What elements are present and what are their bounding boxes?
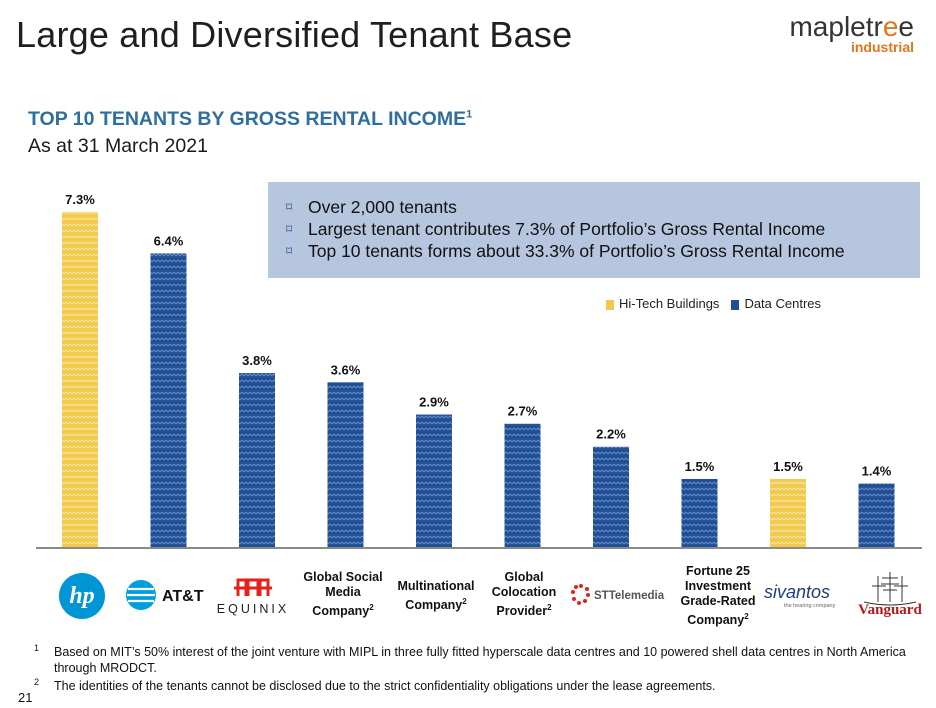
bar-2 <box>150 253 187 548</box>
category-label-fortune: Fortune 25 Investment Grade-Rated Compan… <box>680 564 756 628</box>
svg-text:sivantos: sivantos <box>764 582 830 602</box>
footnote-1: 1 Based on MIT’s 50% interest of the join… <box>34 643 906 675</box>
callout-item: ⌑ Largest tenant contributes 7.3% of Port… <box>286 219 826 239</box>
category-label-multinational: Multinational Company2 <box>397 579 475 613</box>
bullet-icon: ⌑ <box>286 244 293 258</box>
svg-text:AT&T: AT&T <box>162 588 204 605</box>
svg-text:the hearing company: the hearing company <box>784 603 836 609</box>
chart-legend: Hi-Tech Buildings Data Centres <box>606 296 821 311</box>
legend-item-datacentre: Data Centres <box>731 296 821 311</box>
vanguard-logo: Vanguard <box>858 572 922 618</box>
footnote-2: 2 The identities of the tenants cannot be… <box>34 677 716 693</box>
svg-text:Vanguard: Vanguard <box>858 602 922 618</box>
bullet-icon: ⌑ <box>286 200 293 214</box>
bar-8 <box>681 478 718 548</box>
bar-value-label: 2.2% <box>596 427 626 442</box>
bar-value-label: 1.4% <box>862 464 892 479</box>
sivantos-logo: sivantos the hearing company <box>764 582 836 609</box>
key-points-callout: ⌑ Over 2,000 tenants ⌑ Largest tenant cont… <box>268 182 920 278</box>
bar-value-label: 2.7% <box>508 404 538 419</box>
svg-text:EQUINIX: EQUINIX <box>217 602 289 616</box>
as-at-date: As at 31 March 2021 <box>28 135 208 157</box>
bar-value-label: 3.6% <box>331 362 361 377</box>
brand-name: mapletree <box>789 11 914 42</box>
callout-item: ⌑ Top 10 tenants forms about 33.3% of Por… <box>286 241 845 261</box>
svg-text:hp: hp <box>69 583 94 609</box>
brand-logo: mapletree industrial <box>789 11 914 55</box>
bar-3 <box>239 373 275 548</box>
bar-value-label: 7.3% <box>65 192 95 207</box>
brand-sub: industrial <box>850 39 914 55</box>
sttelemedia-logo: STTelemedia <box>571 584 665 605</box>
bar-6 <box>504 423 541 548</box>
svg-text:STTelemedia: STTelemedia <box>594 590 665 602</box>
bar-7 <box>593 446 629 548</box>
hp-logo: hp <box>59 573 105 619</box>
bar-5 <box>416 414 452 548</box>
bar-value-label: 3.8% <box>242 353 272 368</box>
page-title: Large and Diversified Tenant Base <box>16 14 573 55</box>
callout-item: ⌑ Over 2,000 tenants <box>286 197 457 217</box>
chart-subtitle: TOP 10 TENANTS BY GROSS RENTAL INCOME1 <box>28 108 473 130</box>
category-label-colocation: Global Colocation Provider2 <box>491 570 557 619</box>
footnotes: 1 Based on MIT’s 50% interest of the join… <box>34 643 914 694</box>
bar-4 <box>327 382 364 548</box>
bar-10 <box>858 483 895 548</box>
bar-value-label: 2.9% <box>419 395 449 410</box>
bullet-icon: ⌑ <box>286 222 293 236</box>
equinix-logo: EQUINIX <box>217 578 289 616</box>
legend-item-hitech: Hi-Tech Buildings <box>606 296 719 311</box>
bar-value-label: 1.5% <box>773 459 803 474</box>
bar-1 <box>62 212 98 548</box>
att-logo: AT&T <box>126 580 204 610</box>
bar-value-label: 1.5% <box>685 459 715 474</box>
page-number: 21 <box>18 690 33 705</box>
bar-value-label: 6.4% <box>154 233 184 248</box>
bar-9 <box>770 478 806 548</box>
category-label-social: Global Social Media Company2 <box>303 570 383 619</box>
